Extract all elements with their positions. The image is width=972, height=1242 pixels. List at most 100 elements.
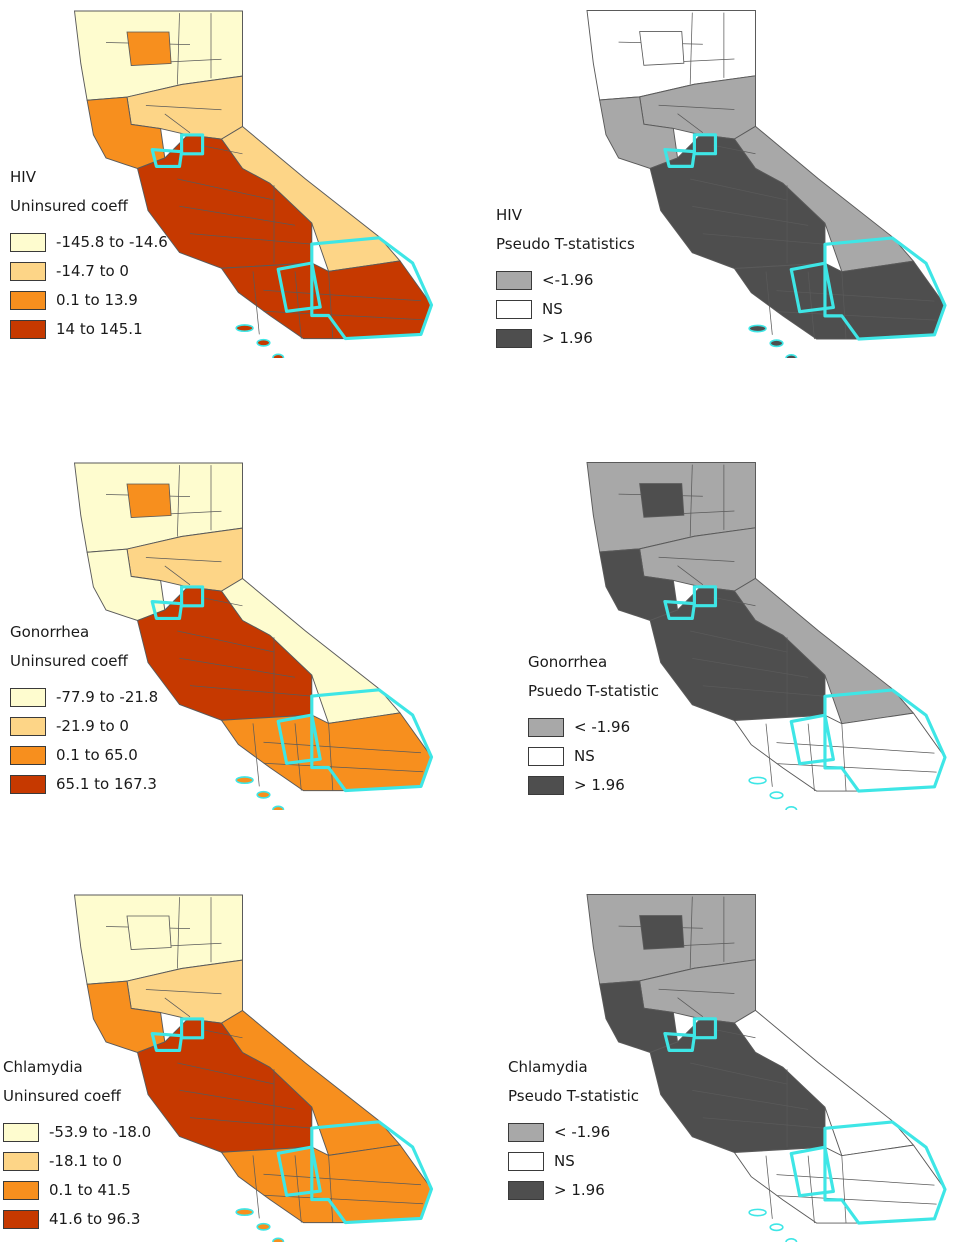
- highlight-county-outline: [663, 599, 696, 620]
- legend-swatch: [10, 688, 46, 707]
- county-border: [328, 723, 334, 791]
- county-border: [658, 988, 735, 994]
- island: [785, 806, 798, 810]
- legend-item: <-1.96: [496, 266, 635, 295]
- legend-item: NS: [508, 1147, 639, 1176]
- legend-title: HIV: [10, 168, 36, 186]
- legend-item: -21.9 to 0: [10, 712, 158, 741]
- highlight-county-outline: [180, 585, 205, 608]
- legend-item: -145.8 to -14.6: [10, 228, 168, 257]
- legend-subtitle: Psuedo T-statistic: [528, 682, 660, 700]
- california-map-chl-t: [586, 894, 947, 1242]
- county-border: [841, 271, 847, 340]
- legend-hiv-t: HIV Pseudo T-statistics <-1.96 NS > 1.96: [496, 208, 635, 353]
- county-border: [189, 685, 312, 697]
- legend-hiv-coeff: HIV Uninsured coeff -145.8 to -14.6 -14.…: [10, 170, 168, 344]
- county-border: [145, 105, 222, 111]
- legend-item: -53.9 to -18.0: [3, 1118, 151, 1147]
- legend-subtitle: Uninsured coeff: [10, 652, 128, 670]
- california-map-hiv-t: [586, 10, 947, 358]
- county-border: [690, 630, 788, 653]
- county-border: [690, 1062, 788, 1085]
- highlight-county-outline: [692, 1017, 718, 1040]
- legend-swatch: [3, 1123, 39, 1142]
- highlight-county-outline: [150, 1032, 184, 1052]
- highlight-county-outline: [823, 1120, 947, 1225]
- county-border: [765, 723, 773, 787]
- county-border: [164, 113, 191, 134]
- california-map-gon-coeff: [73, 462, 434, 810]
- county-border: [179, 1089, 296, 1110]
- county-border: [776, 290, 935, 302]
- legend-item: 14 to 145.1: [10, 315, 168, 344]
- legend-title: Gonorrhea: [10, 623, 90, 641]
- island: [235, 324, 254, 333]
- legend-item: > 1.96: [508, 1176, 639, 1205]
- highlight-county-outline: [823, 688, 947, 793]
- county-patch: [126, 915, 172, 951]
- county-border: [252, 1155, 260, 1219]
- region-east: [220, 463, 401, 724]
- legend-swatch: [10, 717, 46, 736]
- highlight-county-outline: [310, 236, 434, 341]
- county-group: [586, 462, 947, 810]
- county-group: [586, 894, 947, 1242]
- legend-gon-coeff: Gonorrhea Uninsured coeff -77.9 to -21.8…: [10, 625, 158, 799]
- county-border: [658, 104, 735, 110]
- county-border: [677, 997, 704, 1017]
- county-border: [702, 1117, 825, 1129]
- county-border: [677, 565, 704, 585]
- highlight-county-outline: [663, 147, 696, 168]
- legend-item: 0.1 to 65.0: [10, 741, 158, 770]
- legend-swatch: [508, 1123, 544, 1142]
- county-border: [164, 565, 191, 586]
- island: [272, 1237, 285, 1242]
- county-border: [776, 742, 935, 754]
- county-patch: [639, 483, 685, 518]
- legend-swatch: [528, 776, 564, 795]
- highlight-county-outline: [663, 1031, 696, 1052]
- county-border: [328, 271, 334, 339]
- legend-subtitle: Pseudo T-statistic: [508, 1087, 640, 1105]
- county-border: [145, 989, 222, 995]
- island: [769, 791, 784, 800]
- island: [769, 1223, 784, 1232]
- county-border: [263, 310, 424, 321]
- county-border: [179, 205, 296, 226]
- legend-item: > 1.96: [528, 771, 659, 800]
- legend-title: Chlamydia: [508, 1058, 588, 1076]
- legend-subtitle: Uninsured coeff: [3, 1087, 121, 1105]
- county-border: [765, 271, 773, 335]
- county-group: [586, 10, 947, 358]
- island: [256, 790, 271, 799]
- legend-swatch: [496, 300, 532, 319]
- legend-swatch: [3, 1152, 39, 1171]
- legend-item: -18.1 to 0: [3, 1147, 151, 1176]
- island: [235, 1208, 254, 1217]
- county-border: [776, 1174, 935, 1186]
- county-border: [294, 1155, 302, 1223]
- region-east: [733, 462, 915, 725]
- county-border: [164, 997, 191, 1018]
- county-border: [702, 233, 825, 245]
- island: [235, 776, 254, 785]
- legend-subtitle: Uninsured coeff: [10, 197, 128, 215]
- county-border: [841, 1155, 847, 1224]
- county-border: [177, 465, 180, 537]
- legend-swatch: [10, 291, 46, 310]
- county-patch: [126, 31, 172, 67]
- region-east: [733, 10, 915, 273]
- highlight-county-outline: [823, 236, 947, 341]
- region-east: [220, 895, 401, 1156]
- legend-item: < -1.96: [528, 713, 659, 742]
- california-map-hiv-coeff: [73, 10, 434, 358]
- legend-swatch: [10, 775, 46, 794]
- legend-item: -77.9 to -21.8: [10, 683, 158, 712]
- county-border: [200, 1029, 243, 1039]
- county-border: [189, 1117, 312, 1129]
- legend-title: Gonorrhea: [528, 653, 608, 671]
- highlight-county-outline: [276, 713, 322, 765]
- county-border: [177, 178, 275, 201]
- county-border: [690, 178, 788, 201]
- highlight-county-outline: [789, 261, 835, 314]
